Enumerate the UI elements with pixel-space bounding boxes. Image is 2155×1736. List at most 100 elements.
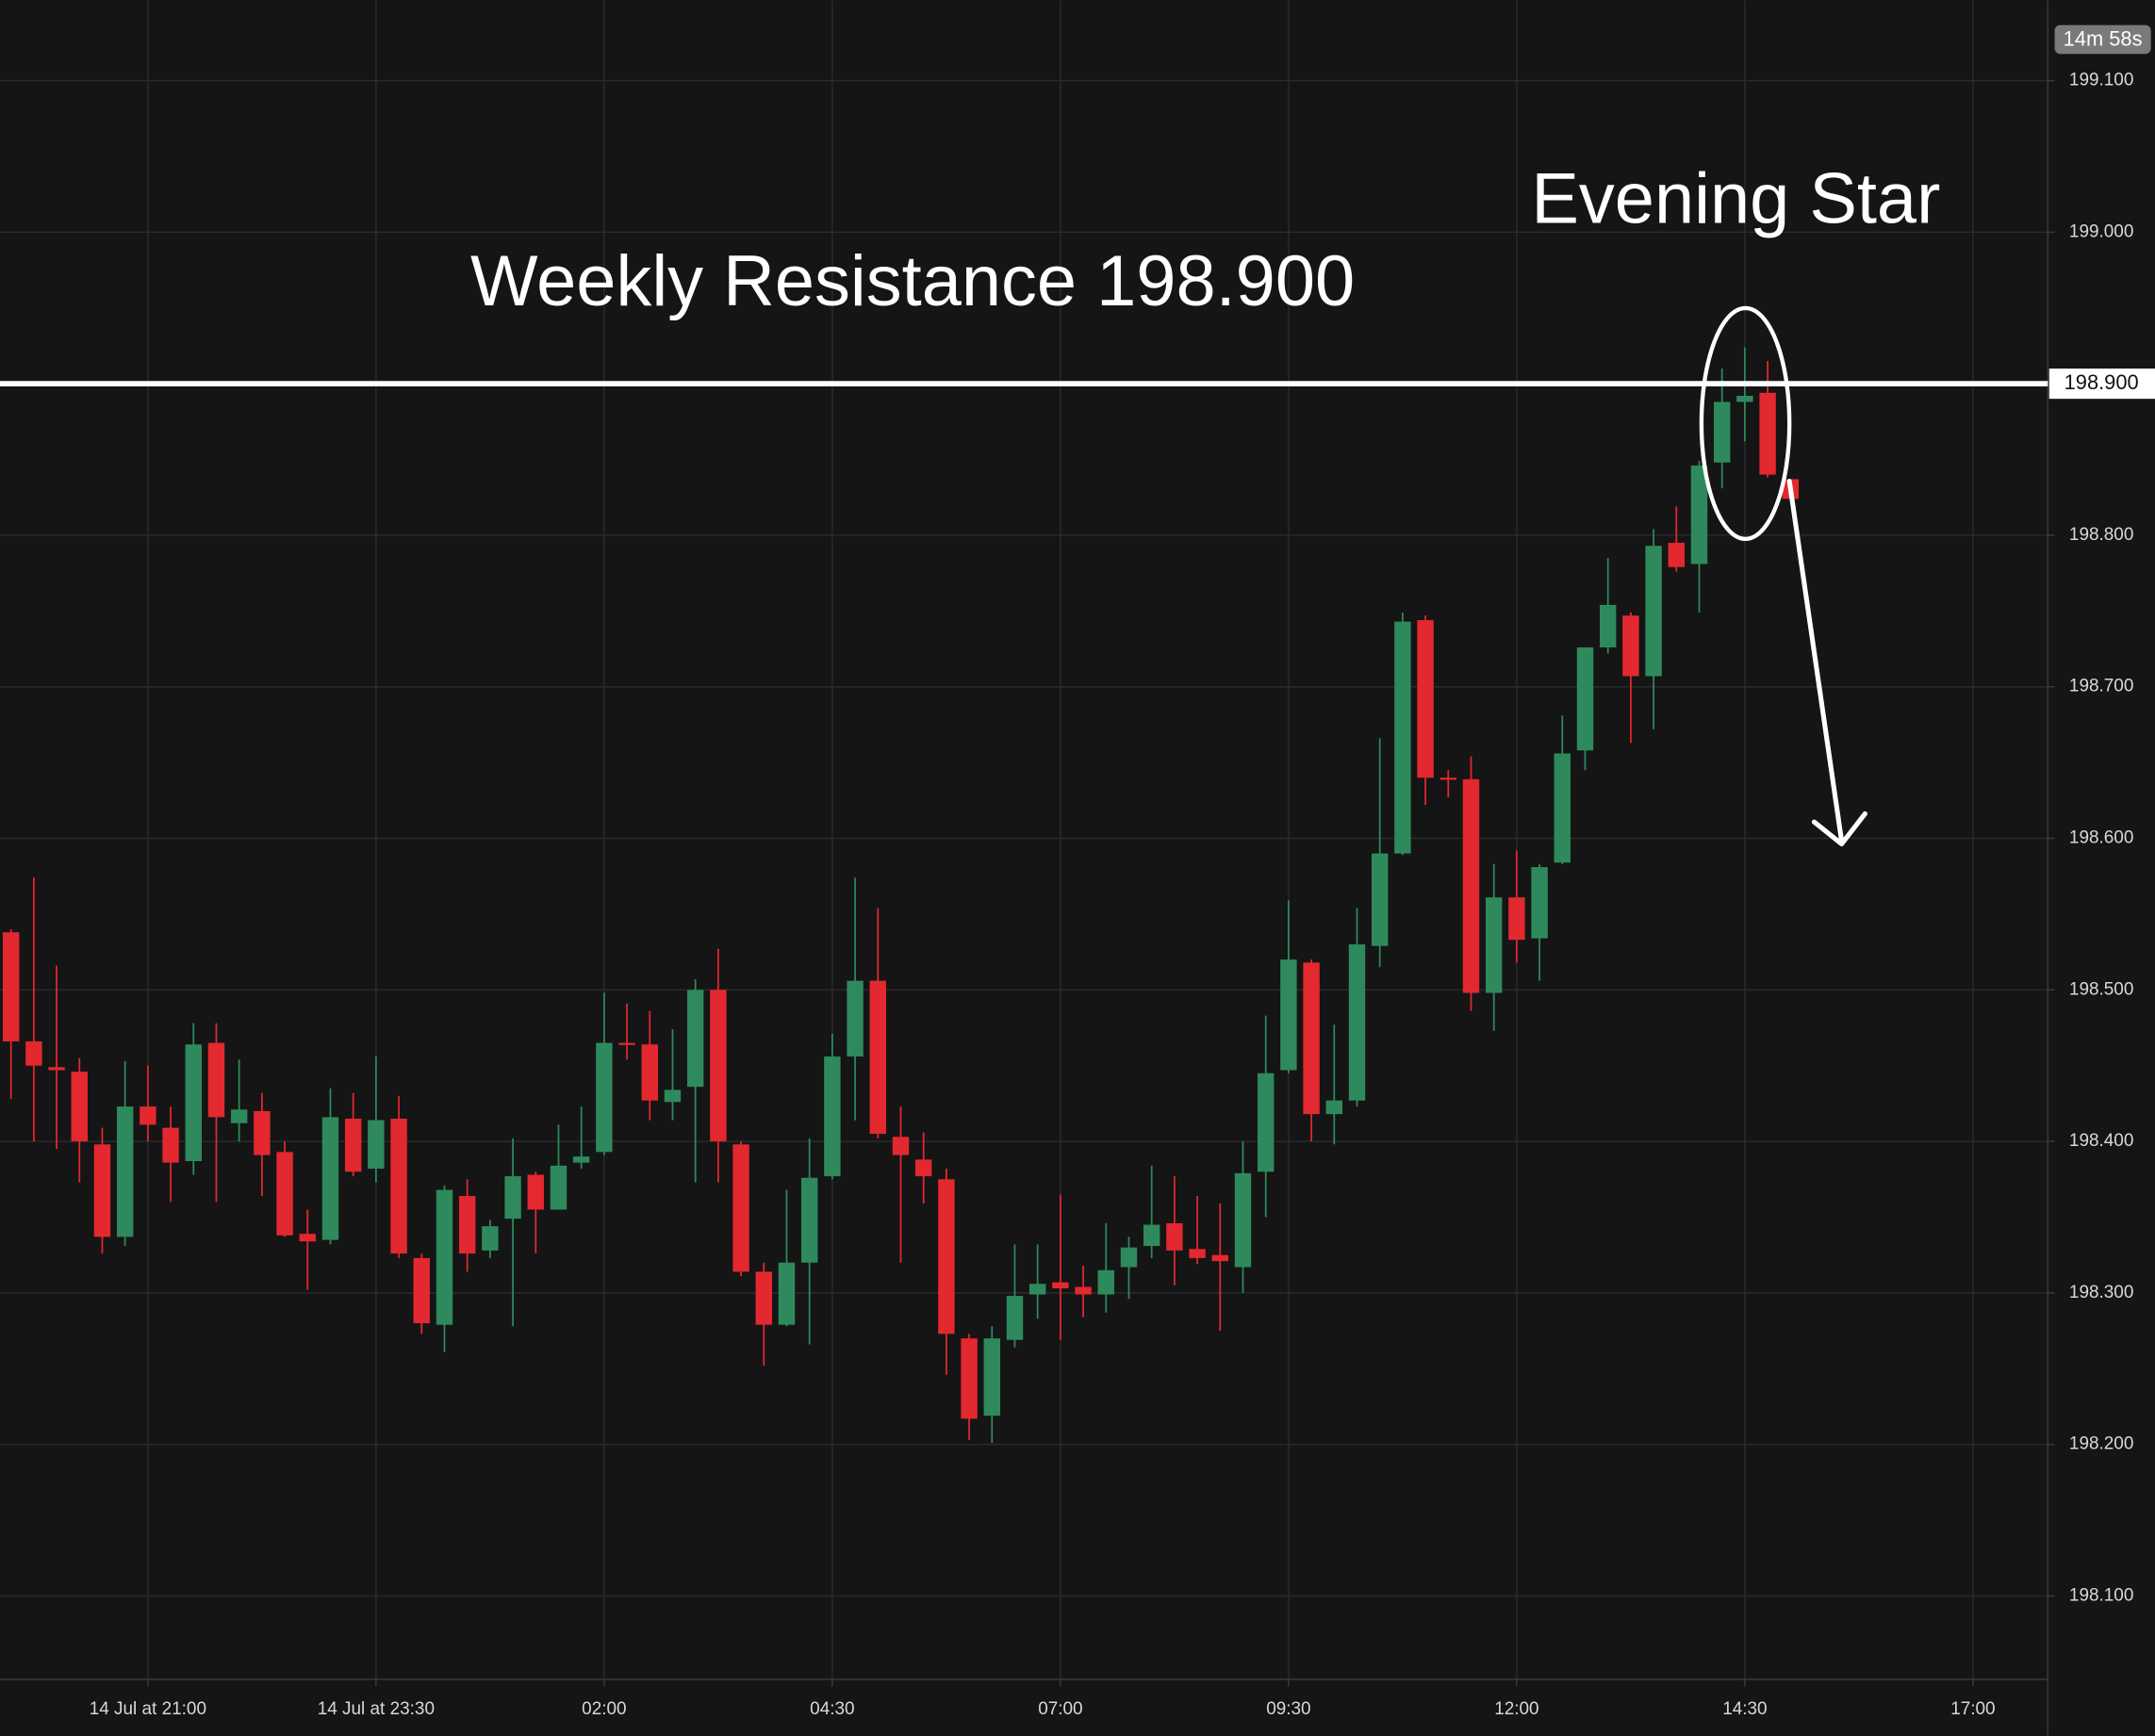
candle-body <box>1599 604 1617 647</box>
candle-body <box>71 1072 88 1142</box>
candle-body <box>914 1159 932 1177</box>
candle-body <box>1759 392 1776 475</box>
y-tick-label: 198.700 <box>2069 677 2133 696</box>
candle-body <box>1508 897 1525 941</box>
y-tick-label: 198.800 <box>2069 525 2133 545</box>
y-tick-label: 198.300 <box>2069 1283 2133 1302</box>
candle-body <box>1736 395 1753 402</box>
y-tick-label: 198.400 <box>2069 1131 2133 1151</box>
candle-body <box>869 980 886 1135</box>
candle-body <box>1554 753 1571 863</box>
candle-body <box>596 1042 613 1153</box>
candle-body <box>1120 1247 1138 1268</box>
candle-body <box>1166 1222 1183 1251</box>
resistance-tag <box>2048 368 2155 400</box>
candle-body <box>527 1174 544 1210</box>
timer: 14m 58s <box>2064 26 2143 50</box>
candle-body <box>1143 1224 1160 1247</box>
annotation: Weekly Resistance 198.900 <box>470 241 1355 321</box>
candle-body <box>1371 853 1389 946</box>
candle-body <box>1075 1286 1092 1295</box>
candle-body <box>664 1089 682 1103</box>
x-tick-label: 12:00 <box>1494 1699 1538 1719</box>
candle-body <box>1303 962 1320 1115</box>
candle-body <box>276 1152 293 1236</box>
candle-body <box>710 990 727 1142</box>
y-tick-label: 198.500 <box>2069 979 2133 999</box>
candle-body <box>207 1042 225 1118</box>
x-tick-label: 02:00 <box>582 1699 626 1719</box>
candle-body <box>938 1179 955 1335</box>
y-tick-label: 199.000 <box>2069 221 2133 241</box>
highlight-ellipse <box>1699 305 1792 542</box>
candle-body <box>1325 1100 1343 1115</box>
candle-body <box>892 1137 910 1155</box>
candle-body <box>1006 1296 1024 1340</box>
candle-body <box>1257 1073 1275 1172</box>
candle-body <box>413 1257 430 1324</box>
candle-body <box>778 1262 796 1325</box>
candle-body <box>550 1165 568 1210</box>
candles <box>2 347 1800 1444</box>
x-tick-label: 04:30 <box>810 1699 854 1719</box>
candle-body <box>344 1118 362 1172</box>
candle-body <box>1417 619 1434 778</box>
candle-body <box>1439 778 1457 780</box>
candle-body <box>93 1144 111 1237</box>
candle-body <box>436 1189 453 1325</box>
candle-body <box>254 1110 271 1155</box>
candle-body <box>1668 542 1686 567</box>
candle-body <box>162 1127 179 1163</box>
candle-body <box>116 1106 134 1237</box>
candle-body <box>1713 401 1731 463</box>
candle-body <box>230 1109 248 1123</box>
candle-body <box>1189 1249 1206 1258</box>
x-tick-label: 14:30 <box>1722 1699 1767 1719</box>
candle-body <box>1234 1172 1252 1268</box>
candle-body <box>1394 621 1411 854</box>
candle-body <box>1348 944 1366 1101</box>
candle-body <box>686 990 704 1088</box>
candle-body <box>641 1044 658 1101</box>
candle-body <box>800 1177 818 1263</box>
candle-body <box>1485 897 1503 993</box>
candle-body <box>482 1226 499 1251</box>
y-tick-label: 198.200 <box>2069 1434 2133 1454</box>
x-tick-label: 14 Jul at 23:30 <box>318 1699 435 1719</box>
resistance-label: 198.900 <box>2065 370 2139 394</box>
x-tick-label: 14 Jul at 21:00 <box>90 1699 206 1719</box>
candle-body <box>1028 1284 1046 1295</box>
candle-body <box>321 1117 339 1240</box>
candle-body <box>755 1271 772 1325</box>
candle-body <box>1097 1269 1114 1295</box>
candle-body <box>1052 1282 1069 1289</box>
annotation: Evening Star <box>1531 159 1940 239</box>
y-tick-label: 198.100 <box>2069 1585 2133 1605</box>
candle-body <box>185 1044 202 1161</box>
candle-body <box>732 1144 749 1272</box>
candle-body <box>572 1156 590 1163</box>
candle-body <box>390 1118 407 1254</box>
candle-body <box>1280 959 1297 1071</box>
candle-body <box>2 932 20 1041</box>
candle-body <box>504 1176 521 1220</box>
candle-body <box>1690 465 1708 565</box>
candle-body <box>847 980 864 1057</box>
candle-body <box>25 1040 42 1066</box>
candle-body <box>1462 778 1480 993</box>
candle-body <box>824 1056 841 1177</box>
y-tick-label: 198.600 <box>2069 828 2133 848</box>
x-tick-label: 07:00 <box>1038 1699 1082 1719</box>
x-tick-label: 09:30 <box>1266 1699 1310 1719</box>
candle-body <box>983 1338 1000 1417</box>
candle-body <box>1645 546 1662 677</box>
x-tick-label: 17:00 <box>1950 1699 1995 1719</box>
y-tick-label: 199.100 <box>2069 71 2133 90</box>
timer-badge <box>2054 25 2151 55</box>
candle-body <box>458 1195 476 1254</box>
candle-body <box>48 1067 65 1071</box>
